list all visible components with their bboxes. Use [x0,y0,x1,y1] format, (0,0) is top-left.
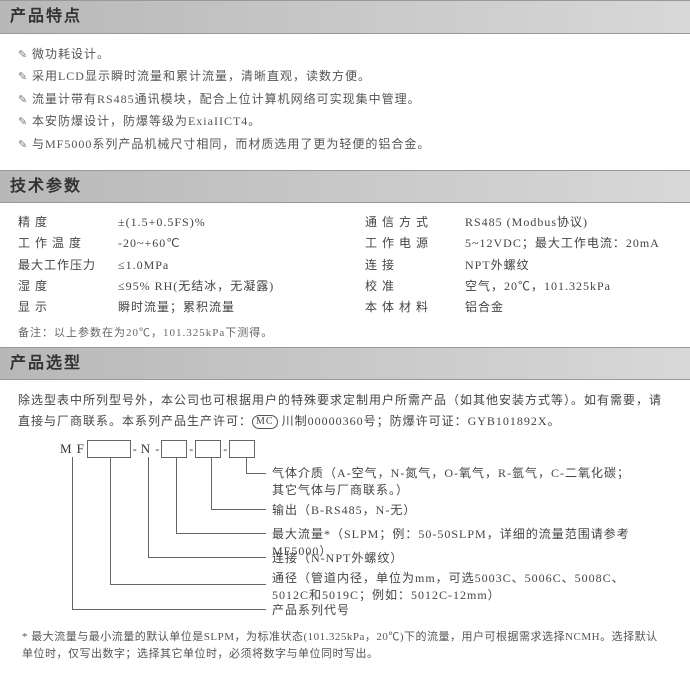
selection-footnote: * 最大流量与最小流量的默认单位是SLPM，为标准状态(101.325kPa，2… [18,629,672,662]
spec-label: 精 度 [18,213,118,232]
model-diagram: M F - N - - - 气体介质（A-空气，N-氮气，O-氧气，R-氩气，C… [58,439,672,629]
spec-value: ≤1.0MPa [118,256,325,275]
diagram-line [72,609,266,610]
spec-row: 最大工作压力≤1.0MPa [18,256,325,275]
specs-col-left: 精 度±(1.5+0.5FS)% 工 作 温 度-20~+60℃ 最大工作压力≤… [18,211,325,319]
specs-section: 精 度±(1.5+0.5FS)% 工 作 温 度-20~+60℃ 最大工作压力≤… [0,203,690,347]
model-letter-n: N [139,439,153,460]
model-label-series: 产品系列代号 [272,602,632,619]
feature-item: 本安防爆设计，防爆等级为ExiaIICT4。 [18,112,672,132]
spec-label: 校 准 [365,277,465,296]
diagram-line [110,584,266,585]
model-label-output: 输出（B-RS485，N-无） [272,502,632,519]
feature-item: 与MF5000系列产品机械尺寸相同，而材质选用了更为轻便的铝合金。 [18,135,672,155]
spec-value: NPT外螺纹 [465,256,672,275]
diagram-line [148,457,149,557]
spec-value: ±(1.5+0.5FS)% [118,213,325,232]
diagram-line [176,533,266,534]
spec-row: 校 准空气，20℃，101.325kPa [365,277,672,296]
diagram-line [72,457,73,609]
specs-col-right: 通 信 方 式RS485 (Modbus协议) 工 作 电 源5~12VDC；最… [365,211,672,319]
spec-value: 5~12VDC；最大工作电流：20mA [465,234,672,253]
specs-header: 技术参数 [0,170,690,204]
model-dash: - [131,440,139,459]
diagram-line [246,457,247,473]
spec-row: 通 信 方 式RS485 (Modbus协议) [365,213,672,232]
selection-header: 产品选型 [0,347,690,381]
selection-intro: 除选型表中所列型号外，本公司也可根据用户的特殊要求定制用户所需产品（如其他安装方… [18,390,672,431]
diagram-line [110,457,111,584]
spec-row: 本 体 材 料铝合金 [365,298,672,317]
model-label-conn: 连接（N-NPT外螺纹） [272,550,632,567]
spec-value: -20~+60℃ [118,234,325,253]
spec-label: 最大工作压力 [18,256,118,275]
mc-badge-icon: MC [252,415,278,429]
spec-label: 连 接 [365,256,465,275]
model-box-output [195,440,221,458]
diagram-line [246,473,266,474]
spec-row: 湿 度≤95% RH(无结冰，无凝露) [18,277,325,296]
spec-row: 显 示瞬时流量；累积流量 [18,298,325,317]
diagram-line [211,509,266,510]
selection-section: 除选型表中所列型号外，本公司也可根据用户的特殊要求定制用户所需产品（如其他安装方… [0,380,690,674]
specs-table: 精 度±(1.5+0.5FS)% 工 作 温 度-20~+60℃ 最大工作压力≤… [18,211,672,319]
spec-value: ≤95% RH(无结冰，无凝露) [118,277,325,296]
feature-item: 采用LCD显示瞬时流量和累计流量，清晰直观，读数方便。 [18,67,672,87]
feature-item: 流量计带有RS485通讯模块，配合上位计算机网络可实现集中管理。 [18,90,672,110]
spec-row: 工 作 温 度-20~+60℃ [18,234,325,253]
spec-value: 铝合金 [465,298,672,317]
spec-row: 精 度±(1.5+0.5FS)% [18,213,325,232]
spec-row: 连 接NPT外螺纹 [365,256,672,275]
model-letter-f: F [75,439,87,460]
spec-label: 工 作 温 度 [18,234,118,253]
spec-label: 显 示 [18,298,118,317]
spec-value: 空气，20℃，101.325kPa [465,277,672,296]
feature-item: 微功耗设计。 [18,45,672,65]
model-dash: - [221,440,229,459]
spec-value: RS485 (Modbus协议) [465,213,672,232]
features-header: 产品特点 [0,0,690,34]
spec-label: 本 体 材 料 [365,298,465,317]
intro-text-b: 川制00000360号；防爆许可证：GYB101892X。 [282,414,561,428]
model-box-flow [161,440,187,458]
spec-value: 瞬时流量；累积流量 [118,298,325,317]
spec-label: 湿 度 [18,277,118,296]
diagram-line [176,457,177,533]
model-label-gas: 气体介质（A-空气，N-氮气，O-氧气，R-氩气，C-二氧化碳；其它气体与厂商联… [272,465,632,499]
specs-note: 备注：以上参数在为20℃，101.325kPa下测得。 [18,325,672,343]
spec-label: 通 信 方 式 [365,213,465,232]
features-section: 微功耗设计。 采用LCD显示瞬时流量和累计流量，清晰直观，读数方便。 流量计带有… [0,34,690,170]
model-box-gas [229,440,255,458]
diagram-line [148,557,266,558]
model-box-series [87,440,131,458]
model-dash: - [187,440,195,459]
model-boxes: M F - N - - - [58,439,255,460]
spec-label: 工 作 电 源 [365,234,465,253]
diagram-line [211,457,212,509]
spec-row: 工 作 电 源5~12VDC；最大工作电流：20mA [365,234,672,253]
model-dash: - [153,440,161,459]
